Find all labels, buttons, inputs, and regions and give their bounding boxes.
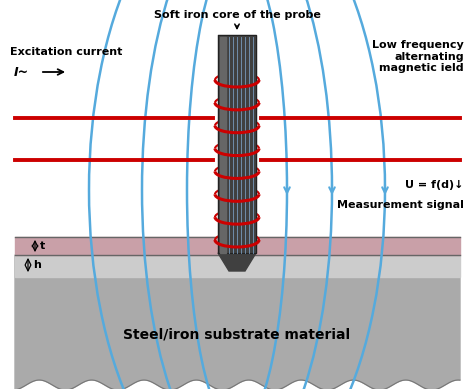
Text: h: h [33,260,41,270]
Polygon shape [220,37,226,253]
Polygon shape [218,35,256,253]
Text: Measurement signal: Measurement signal [337,200,464,210]
Text: I~: I~ [14,65,29,79]
Polygon shape [218,253,256,271]
Polygon shape [15,255,460,389]
Text: Low frequency
alternating
magnetic ield: Low frequency alternating magnetic ield [372,40,464,73]
Text: U = f(d)↓: U = f(d)↓ [405,180,464,190]
Text: Steel/iron substrate material: Steel/iron substrate material [123,328,351,342]
Text: Excitation current: Excitation current [10,47,122,57]
Text: Soft iron core of the probe: Soft iron core of the probe [154,10,320,28]
Polygon shape [15,255,460,277]
Text: t: t [40,241,45,251]
Polygon shape [15,237,460,255]
